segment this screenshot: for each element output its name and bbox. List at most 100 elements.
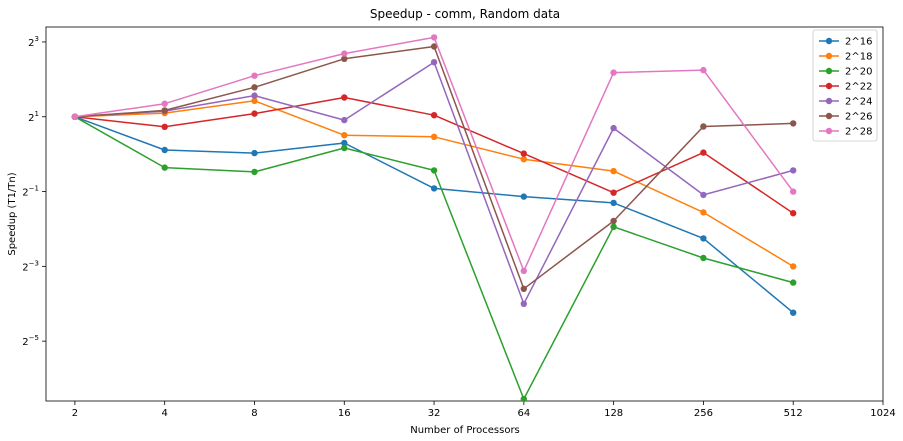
x-tick-label: 256: [694, 408, 713, 419]
data-point: [341, 55, 348, 62]
data-point: [520, 267, 527, 275]
x-tick-label: 8: [251, 408, 257, 419]
legend-label: 2^22: [845, 82, 872, 93]
data-point: [610, 199, 617, 207]
legend-entry: 2^28: [819, 127, 872, 138]
legend-marker: [825, 112, 833, 120]
series-7: [71, 34, 797, 275]
data-point: [251, 97, 258, 105]
data-point: [700, 235, 707, 242]
data-point: [251, 84, 258, 91]
y-tick-label: 2−5: [22, 334, 39, 348]
y-tick-label-base: 2: [28, 113, 34, 124]
data-point: [251, 168, 258, 176]
legend-label: 2^24: [845, 97, 872, 108]
data-point: [520, 156, 527, 163]
data-point: [700, 66, 707, 74]
series-lines: [71, 34, 797, 403]
data-point: [161, 146, 168, 154]
data-point: [610, 223, 617, 230]
data-point: [430, 112, 438, 119]
data-point: [161, 123, 168, 130]
legend-entry: 2^26: [819, 112, 872, 123]
data-point: [700, 149, 707, 156]
x-tick-label: 2: [72, 408, 78, 419]
data-point: [341, 132, 348, 139]
data-point: [790, 309, 797, 316]
y-tick-label: 23: [28, 35, 39, 49]
legend-label: 2^20: [845, 67, 872, 78]
y-tick-label-exponent: −3: [29, 259, 39, 267]
data-point: [790, 188, 797, 195]
legend-entry: 2^16: [819, 37, 872, 48]
legend-entry: 2^20: [819, 67, 872, 78]
data-point: [341, 144, 348, 152]
data-point: [520, 300, 527, 307]
data-point: [700, 209, 707, 216]
chart-title: Speedup - comm, Random data: [370, 7, 560, 21]
data-point: [161, 100, 168, 107]
y-tick-label: 2−1: [22, 185, 39, 199]
y-tick-label-exponent: −5: [29, 334, 39, 342]
y-tick-label-base: 2: [28, 38, 34, 49]
data-point: [341, 50, 348, 57]
legend-marker: [825, 127, 833, 135]
data-point: [251, 110, 258, 117]
data-point: [520, 395, 527, 403]
data-point: [430, 59, 438, 66]
data-point: [161, 107, 168, 114]
data-point: [610, 167, 617, 175]
legend: 2^16 2^18 2^20 2^22 2^24 2^26 2^28: [812, 29, 878, 142]
legend-label: 2^16: [845, 37, 872, 48]
y-tick-label: 21: [28, 110, 39, 124]
legend-entry: 2^22: [819, 82, 872, 93]
legend-label: 2^18: [845, 52, 872, 63]
legend-label: 2^28: [845, 127, 872, 138]
series-5: [71, 59, 797, 307]
data-point: [430, 34, 438, 41]
legend-marker: [825, 97, 833, 105]
x-tick-label: 32: [428, 408, 441, 419]
data-point: [251, 149, 258, 157]
data-point: [700, 123, 707, 130]
legend-marker: [825, 52, 833, 60]
data-point: [610, 189, 617, 196]
data-point: [790, 167, 797, 174]
data-point: [790, 210, 797, 217]
legend-marker: [825, 67, 833, 75]
data-point: [430, 167, 438, 174]
data-point: [430, 43, 438, 50]
data-point: [251, 92, 258, 99]
y-tick-label-base: 2: [22, 337, 28, 348]
data-point: [430, 133, 438, 140]
data-point: [161, 164, 168, 171]
x-tick-label: 128: [604, 408, 623, 419]
legend-marker: [825, 37, 833, 45]
data-point: [520, 285, 527, 292]
data-point: [341, 139, 348, 147]
y-tick-label-exponent: 1: [35, 110, 39, 118]
data-point: [610, 217, 617, 225]
data-point: [520, 150, 527, 157]
x-axis-label: Number of Processors: [410, 425, 520, 436]
data-point: [341, 94, 348, 101]
data-point: [430, 185, 438, 192]
data-point: [71, 113, 79, 121]
data-point: [251, 72, 258, 79]
data-point: [790, 263, 797, 270]
x-tick-label: 1024: [870, 408, 895, 419]
data-point: [790, 120, 797, 127]
data-point: [341, 116, 348, 124]
legend-marker: [825, 82, 833, 90]
x-tick-label: 512: [784, 408, 803, 419]
y-tick-label-base: 2: [22, 188, 28, 199]
x-tick-label: 64: [517, 408, 530, 419]
data-point: [610, 69, 617, 76]
y-tick-label-base: 2: [22, 262, 28, 273]
data-point: [700, 254, 707, 262]
x-tick-label: 4: [162, 408, 168, 419]
data-point: [700, 191, 707, 199]
